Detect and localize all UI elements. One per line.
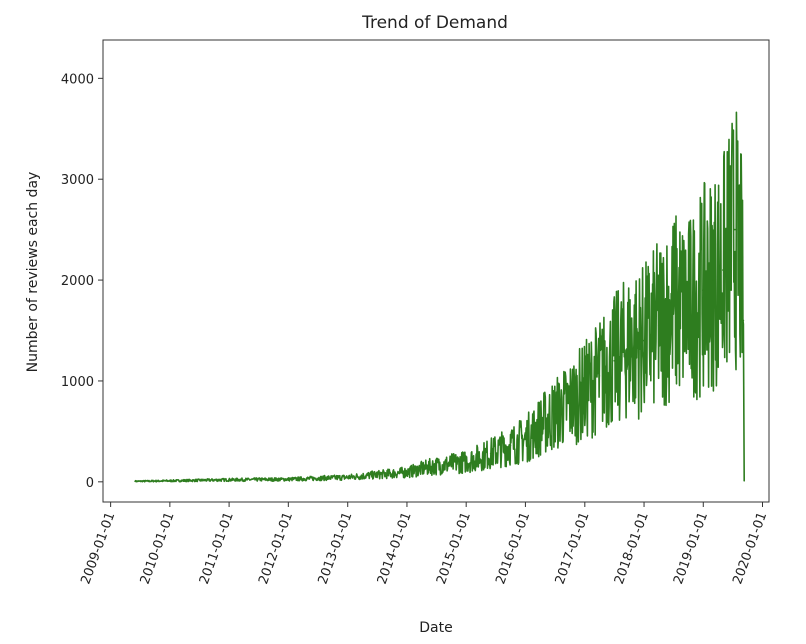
data-point [729, 249, 731, 251]
y-axis-label: Number of reviews each day [25, 172, 41, 373]
data-point [628, 344, 630, 347]
data-point [346, 476, 349, 479]
data-point [539, 425, 541, 428]
data-point [134, 480, 136, 483]
data-point [742, 319, 745, 322]
data-point [569, 402, 571, 404]
data-point [643, 339, 645, 342]
data-point [287, 478, 290, 481]
y-tick-label: 3000 [61, 173, 94, 188]
x-tick-label: 2013-01-01 [316, 510, 356, 586]
data-point [598, 375, 601, 377]
x-tick-label: 2014-01-01 [375, 510, 415, 586]
data-point [712, 279, 714, 281]
data-point [584, 390, 586, 392]
data-point [722, 269, 724, 271]
y-tick-label: 1000 [61, 375, 94, 390]
data-point [734, 228, 736, 231]
chart-title: Trend of Demand [361, 13, 508, 33]
data-point [687, 309, 690, 312]
x-tick-label: 2010-01-01 [138, 510, 178, 586]
data-point [317, 477, 319, 480]
data-point [613, 360, 615, 362]
x-tick-label: 2011-01-01 [197, 510, 237, 586]
x-tick-label: 2018-01-01 [612, 510, 652, 586]
y-tick-label: 2000 [61, 274, 94, 289]
data-point [489, 452, 492, 455]
data-point [169, 480, 171, 482]
data-point [743, 480, 745, 482]
data-point [509, 444, 512, 447]
data-point [430, 465, 433, 468]
x-tick-label: 2015-01-01 [434, 510, 474, 586]
data-point [228, 479, 230, 481]
data-point [376, 474, 378, 476]
x-tick-label: 2012-01-01 [256, 510, 296, 586]
data-point [657, 324, 660, 327]
x-tick-label: 2009-01-01 [78, 510, 118, 586]
data-point [672, 304, 675, 307]
plot-area [134, 111, 745, 483]
x-tick-label: 2019-01-01 [671, 510, 711, 586]
x-axis-label: Date [419, 620, 452, 636]
data-point [465, 460, 468, 463]
x-tick-label: 2016-01-01 [493, 510, 533, 586]
data-point [406, 471, 408, 474]
plot-frame [102, 39, 770, 503]
series-line [134, 111, 745, 483]
y-axis-ticks: 0 1000 2000 3000 4000 [61, 72, 103, 491]
y-tick-label: 4000 [61, 72, 94, 87]
data-point [524, 438, 527, 441]
x-axis-ticks: 2009-01-01 2010-01-01 2011-01-01 2012-01-01… [78, 502, 770, 586]
data-point [738, 259, 740, 261]
x-tick-label: 2017-01-01 [553, 510, 593, 586]
y-tick-label: 0 [86, 476, 94, 491]
data-point [702, 289, 705, 292]
x-tick-label: 2020-01-01 [730, 510, 770, 586]
data-point [740, 269, 743, 271]
data-point [554, 413, 556, 416]
